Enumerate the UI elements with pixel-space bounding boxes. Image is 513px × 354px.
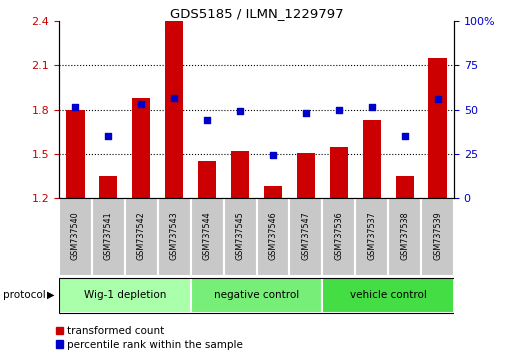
Point [104, 133, 112, 139]
Bar [231, 151, 249, 198]
Text: GSM737547: GSM737547 [301, 211, 310, 260]
Bar [224, 198, 256, 276]
Bar [388, 198, 421, 276]
Bar [132, 98, 150, 198]
Point [401, 133, 409, 139]
Bar [59, 278, 191, 313]
Point [334, 107, 343, 113]
Point [203, 117, 211, 123]
Bar [421, 198, 454, 276]
Bar [264, 187, 282, 198]
Legend: transformed count, percentile rank within the sample: transformed count, percentile rank withi… [54, 324, 245, 352]
Point [302, 110, 310, 115]
Text: ▶: ▶ [47, 290, 54, 300]
Text: GSM737541: GSM737541 [104, 211, 113, 260]
Text: GSM737539: GSM737539 [433, 211, 442, 260]
Point [170, 95, 179, 101]
Text: GSM737537: GSM737537 [367, 211, 376, 260]
Bar [330, 147, 348, 198]
Text: GSM737540: GSM737540 [71, 211, 80, 260]
Bar [322, 198, 355, 276]
Text: GSM737546: GSM737546 [268, 211, 278, 260]
Bar [396, 176, 413, 198]
Text: protocol: protocol [3, 290, 45, 300]
Title: GDS5185 / ILMN_1229797: GDS5185 / ILMN_1229797 [170, 7, 343, 20]
Bar [158, 198, 191, 276]
Point [269, 153, 277, 158]
Bar [428, 58, 447, 198]
Point [433, 97, 442, 102]
Text: GSM737544: GSM737544 [203, 211, 212, 260]
Bar [297, 153, 315, 198]
Bar [92, 198, 125, 276]
Bar [256, 198, 289, 276]
Bar [289, 198, 322, 276]
Point [236, 108, 244, 114]
Bar [100, 176, 117, 198]
Bar [66, 110, 85, 198]
Text: GSM737542: GSM737542 [137, 211, 146, 260]
Bar [363, 120, 381, 198]
Bar [355, 198, 388, 276]
Text: GSM737538: GSM737538 [400, 211, 409, 260]
Point [368, 104, 376, 110]
Point [137, 101, 145, 107]
Bar [165, 21, 183, 198]
Point [71, 104, 80, 110]
Text: GSM737536: GSM737536 [334, 211, 343, 260]
Text: Wig-1 depletion: Wig-1 depletion [84, 290, 166, 300]
Bar [198, 161, 216, 198]
Text: GSM737543: GSM737543 [170, 211, 179, 260]
Text: vehicle control: vehicle control [350, 290, 427, 300]
Bar [59, 198, 92, 276]
Bar [191, 198, 224, 276]
Text: negative control: negative control [214, 290, 299, 300]
Bar [125, 198, 158, 276]
Text: GSM737545: GSM737545 [235, 211, 245, 260]
Bar [322, 278, 454, 313]
Bar [191, 278, 322, 313]
